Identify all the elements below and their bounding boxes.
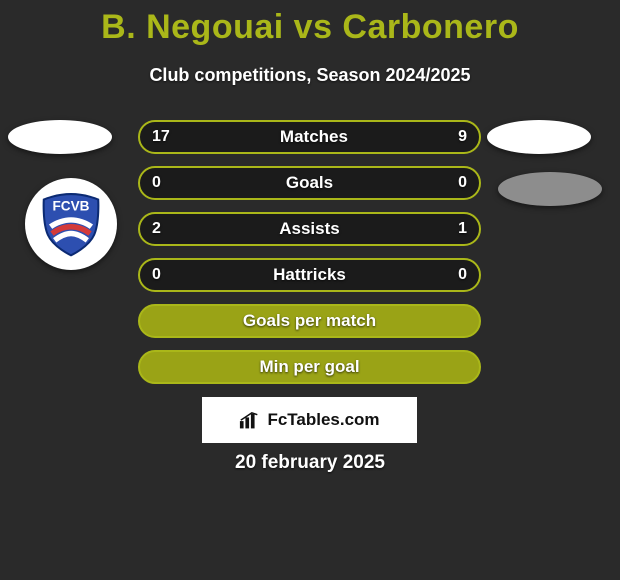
player-b-photo-placeholder [487,120,591,154]
stat-row-goals: 0 Goals 0 [138,166,481,200]
stat-right-value: 0 [458,174,467,192]
stat-label: Goals per match [243,311,376,331]
stat-label: Matches [280,127,348,147]
stat-left-value: 2 [152,220,161,238]
stat-row-matches: 17 Matches 9 [138,120,481,154]
site-name: FcTables.com [267,410,379,430]
stat-right-value: 0 [458,266,467,284]
club-shield-icon: FCVB [37,190,105,258]
player-a-club-badge: FCVB [25,178,117,270]
stat-label: Min per goal [259,357,359,377]
stat-right-value: 1 [458,220,467,238]
player-a-photo-placeholder [8,120,112,154]
subtitle: Club competitions, Season 2024/2025 [0,65,620,86]
chart-icon [239,411,261,429]
stat-row-min-per-goal: Min per goal [138,350,481,384]
stat-left-value: 0 [152,266,161,284]
stat-row-goals-per-match: Goals per match [138,304,481,338]
stat-label: Hattricks [273,265,346,285]
svg-text:FCVB: FCVB [52,198,89,213]
player-b-club-placeholder [498,172,602,206]
stat-right-value: 9 [458,128,467,146]
stat-rows: 17 Matches 9 0 Goals 0 2 Assists 1 0 Hat… [138,120,481,396]
stat-row-assists: 2 Assists 1 [138,212,481,246]
site-attribution: FcTables.com [202,397,417,443]
stat-left-value: 0 [152,174,161,192]
footer-date: 20 february 2025 [0,452,620,474]
stat-left-value: 17 [152,128,170,146]
page-title: B. Negouai vs Carbonero [0,0,620,47]
stat-row-hattricks: 0 Hattricks 0 [138,258,481,292]
stat-label: Assists [279,219,339,239]
stat-label: Goals [286,173,333,193]
